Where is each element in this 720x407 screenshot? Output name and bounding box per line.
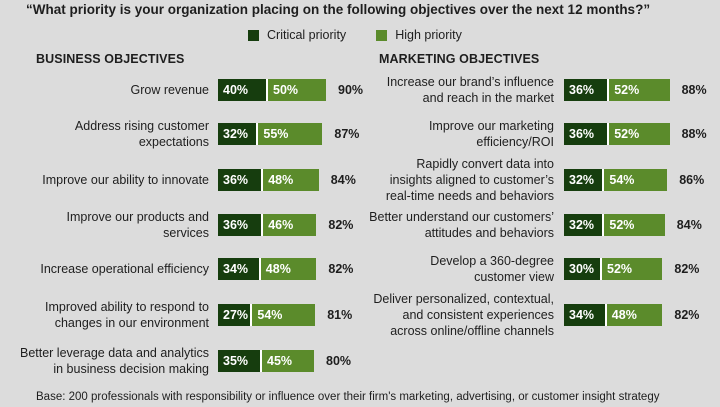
bar-row: Rapidly convert data into insights align… bbox=[0, 156, 720, 204]
bar-critical: 32% bbox=[564, 214, 603, 236]
category-label: Address rising customer expectations bbox=[74, 118, 209, 149]
total-label: 80% bbox=[326, 354, 352, 368]
total-label: 88% bbox=[681, 127, 707, 141]
bar-high: 48% bbox=[261, 169, 319, 191]
bar-high: 48% bbox=[604, 304, 663, 326]
legend-label-critical: Critical priority bbox=[267, 28, 347, 42]
total-label: 90% bbox=[338, 83, 364, 97]
bar-row: Better understand our customers’ attitud… bbox=[0, 205, 720, 245]
bar-row: Address rising customer expectations 32% 5… bbox=[0, 114, 720, 154]
category-label: Improve our marketing efficiency/ROI bbox=[428, 118, 554, 149]
bar-critical: 27% bbox=[218, 304, 251, 326]
bar-row: Improve our marketing efficiency/ROI 36% 5… bbox=[0, 114, 720, 154]
bar-row: Increase our brand’s influence and reach… bbox=[0, 70, 720, 110]
category-label: Improve our ability to innovate bbox=[42, 172, 209, 187]
bar-critical: 34% bbox=[564, 304, 605, 326]
bar-high: 54% bbox=[602, 169, 668, 191]
bar-critical: 34% bbox=[218, 258, 259, 280]
total-label: 81% bbox=[327, 308, 353, 322]
total-label: 82% bbox=[674, 308, 700, 322]
total-label: 84% bbox=[330, 173, 356, 187]
bar-high: 52% bbox=[602, 214, 665, 236]
total-label: 82% bbox=[328, 218, 354, 232]
bar-critical: 36% bbox=[218, 214, 262, 236]
footnote: Base: 200 professionals with responsibil… bbox=[36, 391, 660, 403]
bar-high: 55% bbox=[256, 123, 323, 145]
bar-high: 52% bbox=[600, 258, 663, 280]
category-label: Increase operational efficiency bbox=[40, 261, 209, 276]
legend-swatch-critical bbox=[248, 29, 259, 41]
category-label: Deliver personalized, contextual, and co… bbox=[373, 291, 554, 339]
legend-item-high: High priority bbox=[376, 28, 462, 42]
bar-critical: 36% bbox=[564, 123, 608, 145]
bar-row: Deliver personalized, contextual, and co… bbox=[0, 291, 720, 339]
bar-high: 46% bbox=[261, 214, 317, 236]
legend-item-critical: Critical priority bbox=[248, 28, 346, 42]
bar-row: Better leverage data and analytics in bu… bbox=[0, 341, 720, 381]
bar-critical: 36% bbox=[218, 169, 262, 191]
chart-title: “What priority is your organization plac… bbox=[26, 2, 651, 17]
bar-critical: 40% bbox=[218, 79, 266, 101]
legend-swatch-high bbox=[376, 29, 388, 41]
bar-critical: 30% bbox=[564, 258, 600, 280]
total-label: 86% bbox=[679, 173, 705, 187]
bar-high: 52% bbox=[607, 79, 670, 101]
bar-high: 54% bbox=[250, 304, 316, 326]
bar-critical: 32% bbox=[218, 123, 257, 145]
category-label: Improve our products and services bbox=[66, 209, 209, 240]
bar-row: Grow revenue 40% 50% 90% bbox=[0, 70, 720, 110]
category-label: Develop a 360-degree customer view bbox=[430, 253, 554, 284]
legend-label-high: High priority bbox=[395, 28, 462, 42]
bar-row: Improve our ability to innovate 36% 48% 84% bbox=[0, 160, 720, 200]
bar-high: 50% bbox=[266, 79, 326, 101]
bar-high: 48% bbox=[258, 258, 317, 280]
bar-row: Develop a 360-degree customer view 30% 52%… bbox=[0, 249, 720, 289]
category-label: Rapidly convert data into insights align… bbox=[385, 156, 554, 204]
bar-row: Increase operational efficiency 34% 48% 82% bbox=[0, 249, 720, 289]
total-label: 82% bbox=[674, 262, 700, 276]
category-label: Improved ability to respond to changes i… bbox=[45, 299, 209, 330]
category-label: Better understand our customers’ attitud… bbox=[369, 209, 554, 240]
total-label: 87% bbox=[334, 127, 360, 141]
marketing-section-title: MARKETING OBJECTIVES bbox=[379, 52, 540, 66]
bar-critical: 32% bbox=[564, 169, 603, 191]
bar-row: Improved ability to respond to changes i… bbox=[0, 295, 720, 335]
business-section-title: BUSINESS OBJECTIVES bbox=[36, 52, 185, 66]
category-label: Grow revenue bbox=[130, 82, 209, 97]
total-label: 82% bbox=[328, 262, 354, 276]
category-label: Better leverage data and analytics in bu… bbox=[19, 345, 209, 376]
total-label: 84% bbox=[676, 218, 702, 232]
bar-high: 52% bbox=[607, 123, 670, 145]
bar-row: Improve our products and services 36% 46% 8… bbox=[0, 205, 720, 245]
bar-critical: 35% bbox=[218, 350, 260, 372]
bar-high: 45% bbox=[260, 350, 314, 372]
total-label: 88% bbox=[681, 83, 707, 97]
category-label: Increase our brand’s influence and reach… bbox=[386, 74, 554, 105]
bar-critical: 36% bbox=[564, 79, 608, 101]
legend: Critical priority High priority bbox=[248, 28, 462, 42]
